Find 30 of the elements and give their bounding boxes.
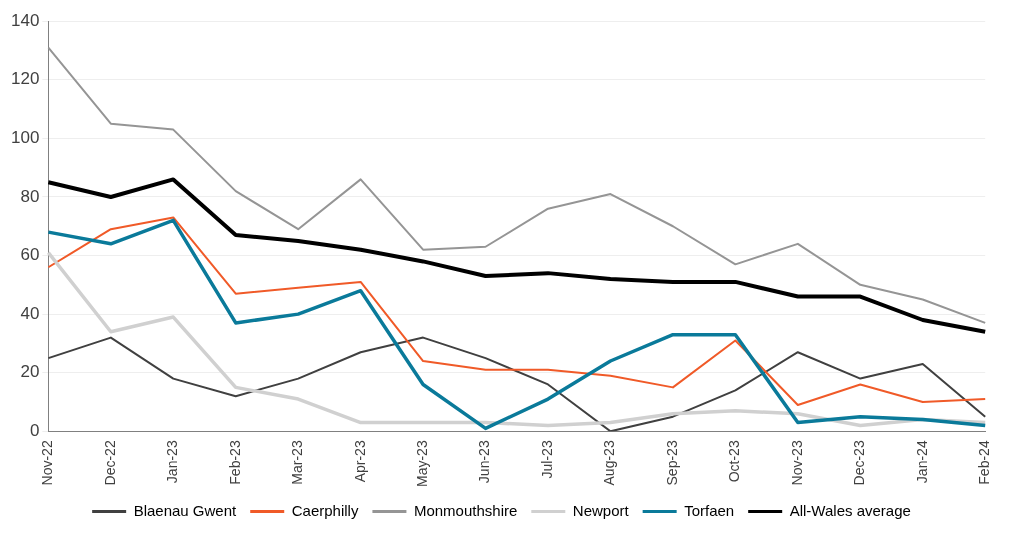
x-tick-label: Feb-24 <box>976 440 993 485</box>
y-tick-label: 140 <box>10 10 40 30</box>
x-tick-label: Jan-23 <box>164 440 181 484</box>
y-tick-label: 80 <box>20 186 40 206</box>
x-tick-label: Sep-23 <box>663 440 680 486</box>
x-tick-label: Feb-23 <box>226 440 243 485</box>
legend-label: Monmouthshire <box>413 501 518 519</box>
x-tick-label: May-23 <box>413 440 430 487</box>
x-tick-label: Mar-23 <box>289 440 306 485</box>
x-tick-label: Apr-23 <box>351 440 368 483</box>
y-tick-label: 20 <box>20 362 40 382</box>
x-tick-label: Nov-23 <box>788 440 805 486</box>
x-tick-label: Aug-23 <box>601 440 618 486</box>
y-tick-label: 0 <box>29 421 40 440</box>
legend-label: Torfaen <box>684 501 735 519</box>
x-tick-label: Oct-23 <box>726 440 743 483</box>
legend-label: Newport <box>572 501 630 519</box>
y-tick-label: 60 <box>20 245 40 265</box>
x-tick-label: Dec-22 <box>101 440 118 486</box>
x-tick-label: Jun-23 <box>476 440 493 484</box>
legend-label: Caerphilly <box>291 501 359 519</box>
y-tick-label: 100 <box>10 128 40 148</box>
x-tick-label: Dec-23 <box>851 440 868 486</box>
x-tick-label: Jul-23 <box>538 440 555 479</box>
y-tick-label: 40 <box>20 303 40 323</box>
x-tick-label: Nov-22 <box>39 440 56 486</box>
y-tick-label: 120 <box>10 69 40 89</box>
legend-label: Blaenau Gwent <box>133 501 238 519</box>
legend-label: All-Wales average <box>789 501 911 519</box>
x-tick-label: Jan-24 <box>913 440 930 484</box>
